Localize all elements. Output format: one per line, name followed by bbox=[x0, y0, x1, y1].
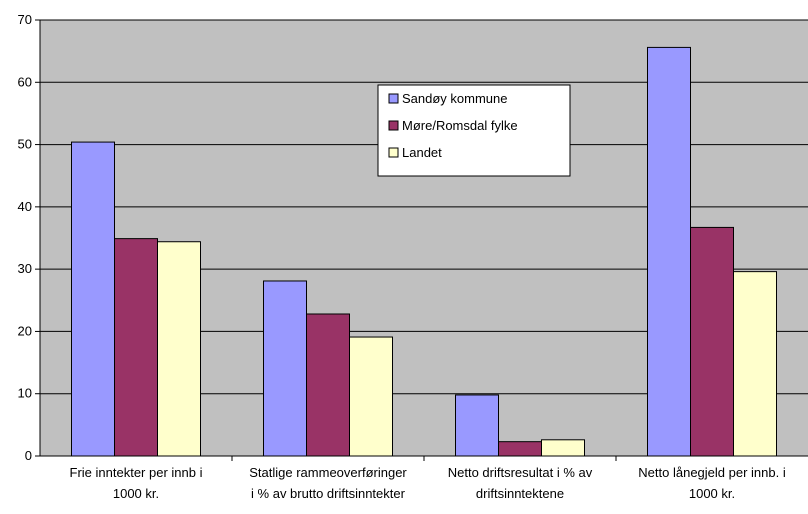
legend: Sandøy kommune Møre/Romsdal fylke Landet bbox=[377, 84, 571, 177]
bar-sandøy-kommune bbox=[71, 141, 115, 457]
x-category-label: Netto driftsresultat i % av driftsinntekt… bbox=[448, 465, 593, 501]
y-tick-label: 20 bbox=[18, 323, 32, 338]
legend-label: Møre/Romsdal fylke bbox=[402, 118, 518, 133]
legend-label: Sandøy kommune bbox=[402, 91, 508, 106]
bar-sandøy-kommune bbox=[263, 280, 307, 457]
bar-landet bbox=[157, 241, 201, 457]
bar-landet bbox=[733, 271, 777, 457]
bar-møre-romsdal-fylke bbox=[498, 441, 542, 457]
bar-sandøy-kommune bbox=[647, 46, 691, 457]
legend-swatch bbox=[388, 93, 399, 104]
x-category-label: Frie inntekter per innb i 1000 kr. bbox=[70, 465, 203, 501]
x-category-label: Statlige rammeoverføringer i % av brutto … bbox=[249, 465, 407, 501]
y-tick-label: 60 bbox=[18, 74, 32, 89]
x-axis-labels: Frie inntekter per innb i 1000 kr. Statlig… bbox=[70, 465, 786, 501]
legend-label: Landet bbox=[402, 145, 442, 160]
legend-swatch bbox=[388, 120, 399, 131]
y-tick-label: 40 bbox=[18, 199, 32, 214]
y-tick-label: 30 bbox=[18, 261, 32, 276]
legend-swatch bbox=[388, 147, 399, 158]
bar-møre-romsdal-fylke bbox=[690, 226, 734, 457]
y-tick-label: 70 bbox=[18, 12, 32, 27]
bar-møre-romsdal-fylke bbox=[114, 238, 158, 457]
y-axis-ticks: 0 10 20 30 40 50 60 70 bbox=[18, 12, 40, 463]
bar-møre-romsdal-fylke bbox=[306, 313, 350, 457]
bar-landet bbox=[541, 439, 585, 457]
y-tick-label: 0 bbox=[25, 448, 32, 463]
bar-landet bbox=[349, 336, 393, 457]
x-category-label: Netto lånegjeld per innb. i 1000 kr. bbox=[638, 465, 786, 501]
legend-box bbox=[377, 84, 571, 177]
y-tick-label: 50 bbox=[18, 137, 32, 152]
bar-sandøy-kommune bbox=[455, 394, 499, 457]
axes bbox=[39, 20, 808, 461]
y-tick-label: 10 bbox=[18, 386, 32, 401]
